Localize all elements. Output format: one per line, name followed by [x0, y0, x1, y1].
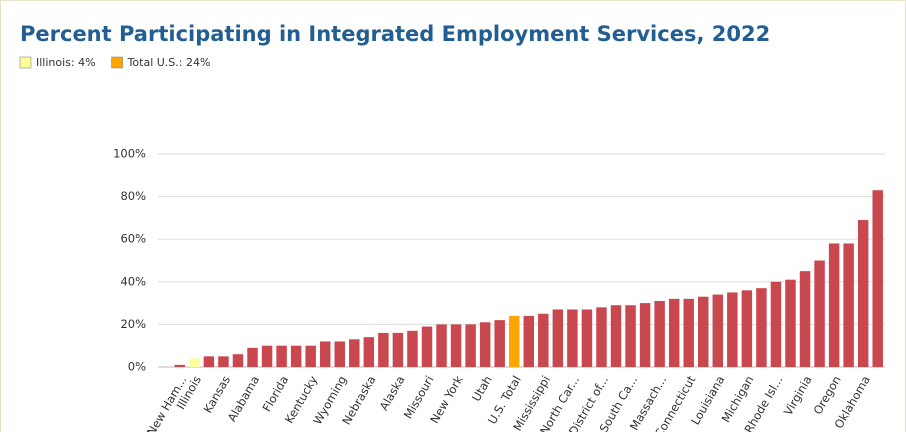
bar [232, 354, 244, 367]
bar [407, 330, 418, 367]
bar [770, 281, 782, 367]
bar [203, 356, 215, 367]
bar [683, 298, 694, 367]
bar [741, 290, 753, 367]
bar [610, 305, 622, 367]
y-tick-label: 40% [120, 274, 146, 288]
bar [392, 332, 404, 367]
bar [436, 324, 447, 367]
bar [494, 320, 505, 367]
bar [523, 315, 535, 367]
bar [349, 339, 360, 367]
bar [261, 345, 273, 367]
bar [625, 305, 636, 367]
bar [828, 243, 840, 367]
bar [479, 322, 491, 367]
bar [378, 332, 389, 367]
bar [538, 313, 549, 367]
bar [552, 309, 564, 367]
bar [727, 292, 738, 367]
bar [465, 324, 476, 367]
bar [421, 326, 433, 367]
bar [218, 356, 229, 367]
bar [567, 309, 578, 367]
bar [305, 345, 316, 367]
y-tick-label: 20% [120, 317, 146, 331]
bar [712, 294, 724, 367]
bar [698, 296, 709, 367]
y-tick-label: 100% [113, 147, 146, 161]
bar [290, 345, 302, 367]
y-tick-label: 60% [120, 232, 146, 246]
y-tick-label: 0% [128, 360, 146, 374]
bar [668, 298, 680, 367]
legend-label: Illinois: 4% [36, 56, 96, 69]
bar [450, 324, 462, 367]
bar [799, 271, 811, 367]
bar [334, 341, 345, 367]
bar [814, 260, 825, 367]
bar [276, 345, 287, 367]
bar [596, 307, 607, 367]
bar [508, 315, 520, 367]
legend-swatch [111, 56, 123, 69]
bar [319, 341, 331, 367]
bar [363, 337, 375, 367]
bar [756, 288, 767, 367]
bar [639, 303, 651, 367]
bar [872, 190, 883, 367]
bar [247, 347, 258, 367]
chart-title: Percent Participating in Integrated Empl… [20, 22, 770, 46]
bar [843, 243, 854, 367]
y-tick-label: 80% [120, 189, 146, 203]
bar [174, 364, 186, 367]
bar [189, 358, 200, 367]
bar [857, 220, 869, 367]
legend-swatch [19, 56, 32, 69]
bar [785, 279, 796, 367]
legend-label: Total U.S.: 24% [127, 56, 211, 69]
bar [654, 300, 665, 367]
bar [581, 309, 593, 367]
